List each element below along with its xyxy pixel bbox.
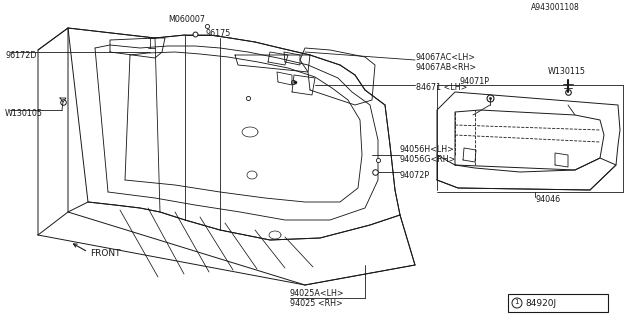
Text: 94067AC<LH>: 94067AC<LH>: [416, 53, 476, 62]
Text: 96175: 96175: [205, 28, 230, 37]
Text: M060007: M060007: [168, 15, 205, 25]
Text: 94046: 94046: [535, 196, 560, 204]
Text: A943001108: A943001108: [531, 4, 580, 12]
Text: 94072P: 94072P: [400, 171, 430, 180]
Text: 94056G<RH>: 94056G<RH>: [400, 156, 456, 164]
Bar: [508, 294, 608, 312]
Text: 96172D: 96172D: [5, 51, 36, 60]
Text: 94071P: 94071P: [460, 77, 490, 86]
Text: FRONT: FRONT: [90, 249, 120, 258]
Circle shape: [512, 298, 522, 308]
Text: 94056H<LH>: 94056H<LH>: [400, 146, 455, 155]
Text: W130115: W130115: [548, 68, 586, 76]
Text: 84671 <LH>: 84671 <LH>: [416, 84, 467, 92]
Text: 94067AB<RH>: 94067AB<RH>: [416, 63, 477, 73]
Text: 1: 1: [514, 300, 518, 306]
Text: 94025A<LH>: 94025A<LH>: [290, 289, 344, 298]
Text: W130105: W130105: [5, 108, 43, 117]
Text: 94025 <RH>: 94025 <RH>: [290, 299, 343, 308]
Text: 84920J: 84920J: [525, 299, 556, 308]
